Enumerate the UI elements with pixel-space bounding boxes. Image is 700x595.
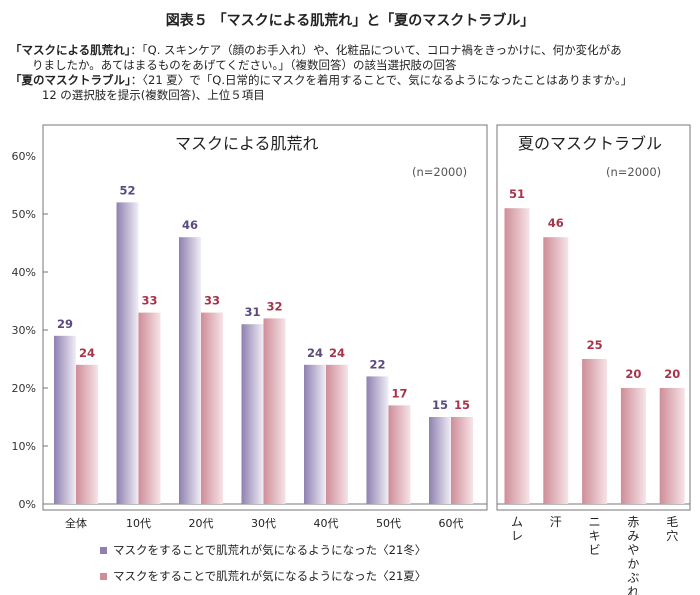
bar-summer-trouble (504, 208, 530, 504)
x-tick-label: ビ (589, 543, 601, 557)
bar-winter (429, 417, 451, 504)
data-label: 29 (57, 317, 73, 331)
note-line: りましたか。あてはまるものをあげてください。」（複数回答）の該当選択肢の回答 (32, 58, 457, 72)
note-line: 12 の選択肢を提示(複数回答)、上位５項目 (42, 88, 265, 102)
data-label: 25 (587, 338, 603, 352)
x-tick-label: 50代 (376, 517, 401, 530)
figure-title: 図表５ 「マスクによる肌荒れ」と「夏のマスクトラブル」 (165, 13, 535, 29)
data-label: 20 (625, 367, 641, 381)
x-tick-label: や (627, 543, 639, 557)
data-label: 22 (369, 357, 385, 371)
x-tick-label: み (627, 529, 639, 543)
data-label: 24 (79, 346, 95, 360)
data-label: 46 (548, 216, 564, 230)
x-tick-label: ム (511, 515, 523, 529)
x-tick-label: か (627, 557, 639, 571)
x-tick-label: 10代 (126, 517, 151, 530)
bar-summer-trouble (543, 237, 569, 504)
note-line: 「夏のマスクトラブル」：〈21 夏〉で「Q.日常的にマスクを着用することで、気に… (10, 73, 633, 87)
x-tick-label: 20代 (189, 517, 214, 530)
bar-summer-trouble (582, 359, 608, 504)
bar-summer (138, 312, 161, 504)
data-label: 24 (307, 346, 323, 360)
x-tick-label: 穴 (666, 528, 678, 543)
bar-winter (304, 364, 326, 504)
bar-summer (201, 312, 223, 504)
left-panel-frame (42, 124, 488, 511)
right-n-label: (n=2000) (606, 165, 662, 179)
right-chart-title: 夏のマスクトラブル (518, 134, 663, 153)
y-tick-label: 10% (12, 440, 36, 453)
data-label: 20 (664, 367, 680, 381)
bar-summer (451, 417, 473, 504)
x-tick-label: キ (589, 529, 601, 543)
bar-summer-trouble (620, 388, 646, 504)
x-tick-label: 全体 (65, 516, 87, 530)
note-line: 「マスクによる肌荒れ」：「Q. スキンケア（顔のお手入れ）や、化粧品について、コ… (10, 43, 622, 57)
x-tick-label: 40代 (314, 517, 339, 530)
bar-winter (366, 376, 389, 504)
data-label: 46 (182, 218, 198, 232)
bar-summer (263, 318, 286, 504)
legend-swatch (100, 547, 107, 554)
bar-winter (179, 237, 201, 504)
legend-summer: マスクをすることで肌荒れが気になるようになった〈21夏〉 (100, 568, 426, 584)
data-label: 24 (329, 346, 345, 360)
right-panel-frame (496, 124, 691, 511)
y-tick-label: 60% (12, 150, 36, 163)
data-label: 51 (509, 187, 525, 201)
data-label: 33 (204, 294, 220, 308)
x-tick-label: 30代 (251, 517, 276, 530)
x-tick-label: ぶ (627, 571, 639, 585)
y-tick-label: 50% (12, 208, 36, 221)
bar-summer (76, 364, 98, 504)
x-tick-label: 汗 (550, 515, 562, 529)
x-tick-label: ニ (589, 515, 601, 529)
data-label: 15 (432, 398, 448, 412)
bar-winter (54, 335, 76, 504)
data-label: 15 (454, 398, 470, 412)
y-tick-label: 30% (12, 324, 36, 337)
data-label: 17 (391, 386, 407, 400)
bar-winter (116, 202, 139, 504)
bar-summer (326, 364, 348, 504)
y-tick-label: 0% (19, 498, 36, 511)
bar-summer (388, 405, 411, 504)
legend-winter: マスクをすることで肌荒れが気になるようになった〈21冬〉 (100, 542, 426, 558)
legend-swatch (100, 573, 107, 580)
bar-summer-trouble (659, 388, 685, 504)
x-tick-label: 60代 (439, 517, 464, 530)
x-tick-label: レ (511, 529, 523, 543)
data-label: 31 (244, 305, 260, 319)
data-label: 33 (141, 294, 157, 308)
bar-winter (241, 324, 264, 504)
left-n-label: (n=2000) (412, 165, 468, 179)
data-label: 32 (266, 299, 282, 313)
x-tick-label: れ (627, 585, 639, 595)
x-tick-label: 毛 (666, 515, 678, 529)
y-tick-label: 40% (12, 266, 36, 279)
left-chart-title: マスクによる肌荒れ (175, 134, 319, 153)
y-tick-label: 20% (12, 382, 36, 395)
x-tick-label: 赤 (627, 515, 639, 529)
data-label: 52 (119, 183, 135, 197)
